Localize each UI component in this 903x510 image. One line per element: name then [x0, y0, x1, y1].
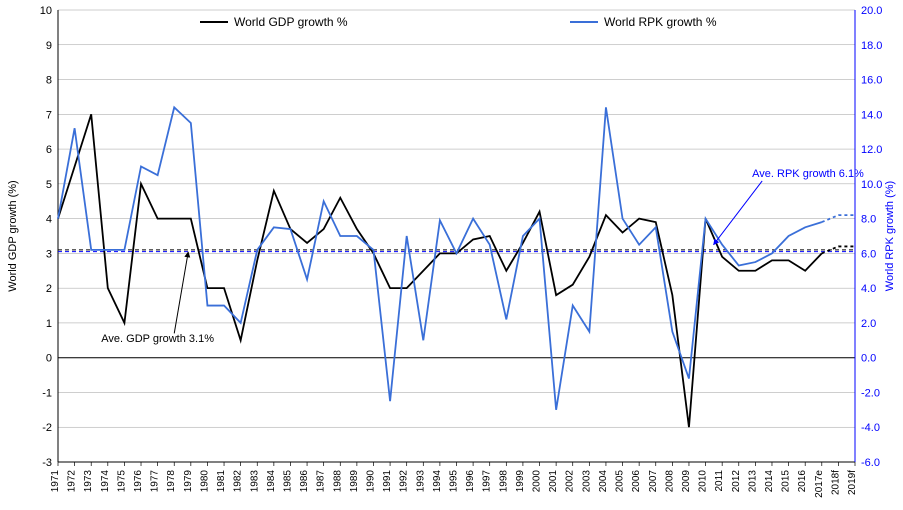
x-tick-label: 2010: [698, 470, 709, 493]
y-right-tick: 16.0: [861, 75, 882, 87]
y-left-tick: 7: [46, 109, 52, 121]
x-tick-label: 1992: [399, 470, 410, 493]
y-left-tick: 8: [46, 75, 52, 87]
x-tick-label: 1991: [382, 470, 393, 493]
x-tick-label: 1983: [249, 470, 260, 493]
y-left-tick: -3: [42, 457, 52, 469]
x-tick-label: 1997: [482, 470, 493, 493]
y-right-tick: 12.0: [861, 144, 882, 156]
x-tick-label: 2018f: [830, 470, 841, 495]
gdp-rpk-chart: -3 -2 -1 0 1 2 3 4 5 6 7 8 9 10 -6.0 -4.0 -2.0 0.0 2.0 4.0 6…: [0, 0, 903, 510]
x-tick-label: 2006: [631, 470, 642, 493]
legend-label: World RPK growth %: [604, 15, 717, 29]
x-tick-label: 2016: [797, 470, 808, 493]
gdp-avg-label: Ave. GDP growth 3.1%: [101, 333, 214, 345]
y-right-tick: 0.0: [861, 353, 876, 365]
y-right-tick: 6.0: [861, 248, 876, 260]
y-left-axis-title: World GDP growth (%): [7, 180, 19, 291]
x-tick-label: 1990: [365, 470, 376, 493]
x-tick-label: 2007: [648, 470, 659, 493]
y-right-tick: 18.0: [861, 40, 882, 52]
x-tick-label: 2019f: [847, 470, 858, 495]
x-tick-label: 2005: [615, 470, 626, 493]
chart-svg: -3 -2 -1 0 1 2 3 4 5 6 7 8 9 10 -6.0 -4.0 -2.0 0.0 2.0 4.0 6…: [0, 0, 903, 510]
y-right-tick: 4.0: [861, 283, 876, 295]
x-tick-label: 1971: [50, 470, 61, 493]
y-left-tick: -2: [42, 422, 52, 434]
x-tick-label: 1974: [100, 470, 111, 493]
x-tick-label: 1977: [150, 470, 161, 493]
legend-label: World GDP growth %: [234, 15, 348, 29]
x-tick-label: 1994: [432, 470, 443, 493]
y-left-tick: 6: [46, 144, 52, 156]
y-left-tick: 3: [46, 248, 52, 260]
y-right-tick: 8.0: [861, 214, 876, 226]
y-left-tick: -1: [42, 387, 52, 399]
y-right-tick: 20.0: [861, 5, 882, 17]
x-tick-label: 1986: [299, 470, 310, 493]
x-tick-label: 1981: [216, 470, 227, 493]
x-tick-label: 2008: [664, 470, 675, 493]
x-tick-label: 2009: [681, 470, 692, 493]
x-tick-label: 1976: [133, 470, 144, 493]
y-left-tick: 2: [46, 283, 52, 295]
y-left-tick: 5: [46, 179, 52, 191]
y-right-tick: -6.0: [861, 457, 880, 469]
x-tick-label: 1978: [166, 470, 177, 493]
x-tick-label: 2004: [598, 470, 609, 493]
x-tick-label: 1999: [515, 470, 526, 493]
x-tick-label: 1973: [83, 470, 94, 493]
y-right-tick: -4.0: [861, 422, 880, 434]
y-right-tick: 2.0: [861, 318, 876, 330]
x-tick-label: 2013: [747, 470, 758, 493]
x-tick-label: 1979: [183, 470, 194, 493]
x-tick-label: 1989: [349, 470, 360, 493]
x-tick-label: 2015: [781, 470, 792, 493]
y-right-tick: 10.0: [861, 179, 882, 191]
x-tick-label: 2001: [548, 470, 559, 493]
x-tick-label: 1993: [415, 470, 426, 493]
x-tick-label: 1980: [199, 470, 210, 493]
x-tick-label: 1998: [498, 470, 509, 493]
y-right-tick: -2.0: [861, 387, 880, 399]
y-left-tick: 1: [46, 318, 52, 330]
x-tick-label: 1984: [266, 470, 277, 493]
x-tick-label: 2011: [714, 470, 725, 492]
y-left-tick: 10: [40, 5, 52, 17]
y-left-tick: 0: [46, 353, 52, 365]
y-right-tick: 14.0: [861, 109, 882, 121]
x-tick-label: 2012: [731, 470, 742, 493]
y-left-tick: 9: [46, 40, 52, 52]
x-tick-label: 1988: [332, 470, 343, 493]
x-tick-label: 1995: [449, 470, 460, 493]
x-tick-label: 2014: [764, 470, 775, 493]
x-tick-label: 1996: [465, 470, 476, 493]
y-right-axis-title: World RPK growth (%): [884, 181, 896, 291]
rpk-avg-label: Ave. RPK growth 6.1%: [752, 168, 864, 180]
x-tick-label: 2002: [565, 470, 576, 493]
x-tick-label: 1982: [233, 470, 244, 493]
x-tick-label: 2003: [581, 470, 592, 493]
x-tick-label: 1972: [67, 470, 78, 493]
x-tick-label: 2017e: [814, 470, 825, 498]
x-tick-label: 1975: [116, 470, 127, 493]
x-tick-label: 2000: [532, 470, 543, 493]
x-tick-label: 1985: [282, 470, 293, 493]
y-left-tick: 4: [46, 214, 52, 226]
x-tick-label: 1987: [316, 470, 327, 493]
